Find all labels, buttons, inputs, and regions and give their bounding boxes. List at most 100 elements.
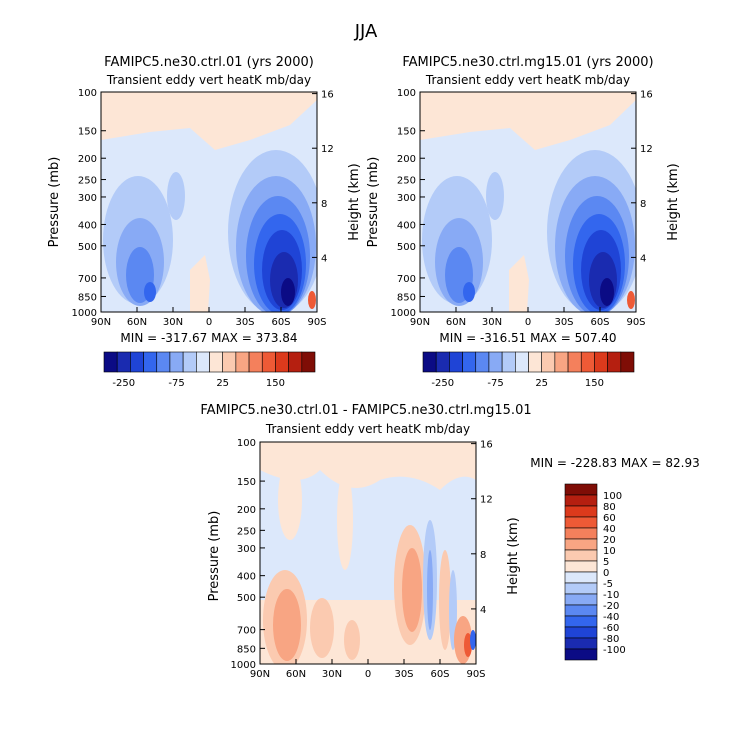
panel-1-ylabel: Pressure (mb) [47,157,62,248]
panel-2-y2label: Height (km) [666,163,681,240]
ytick-label: 250 [237,526,256,537]
field-sh-warm-2 [439,550,451,650]
colorbar-swatch [143,351,158,373]
ytick-label: 150 [78,127,97,138]
panel-2-stats: MIN = -316.51 MAX = 507.40 [439,331,616,345]
field-nh-warm-3 [344,620,360,660]
xtick-label: 0 [365,669,371,680]
field-antarctic-warm [308,291,316,309]
colorbar-label: -60 [603,623,619,634]
ytick-label: 1000 [72,308,97,319]
panel-2-colorbar: -250 -75 25 150 [422,351,635,389]
colorbar-swatch [222,351,237,373]
xtick-label: 60S [430,669,449,680]
colorbar-label: -75 [487,378,503,389]
colorbar-label: 80 [603,502,616,513]
y2tick-label: 4 [480,605,486,616]
colorbar-label: 25 [216,378,229,389]
colorbar-label: 100 [603,491,622,502]
colorbar-swatch [564,582,598,595]
colorbar-swatch [248,351,263,373]
field-nh-upper-blob [486,172,504,220]
ytick-label: 100 [397,88,416,99]
panel-2-field [420,92,636,312]
ytick-label: 500 [397,242,416,253]
panel-2-yticks: 100 150 200 250 300 400 500 700 850 1000 16 12 8 4 [391,88,653,319]
colorbar-swatch [564,626,598,639]
field-warm-column-2 [337,470,353,570]
ytick-label: 200 [397,154,416,165]
panel-3-yticks: 100 150 200 250 300 400 500 700 850 1000 16 12 8 4 [231,438,493,671]
xtick-label: 60N [286,669,306,680]
colorbar-label: -250 [431,378,454,389]
colorbar-label: 10 [603,546,616,557]
colorbar-label: 5 [603,557,609,568]
ytick-label: 100 [78,88,97,99]
xtick-label: 90S [466,669,485,680]
colorbar-swatch [594,351,608,373]
y2tick-label: 8 [480,550,486,561]
panel-2-xticks: 90N 60N 30N 0 30S 60S 90S [410,307,646,328]
colorbar-swatch [564,505,598,518]
field-nh-warm-2 [310,598,334,658]
panel-1-xticks: 90N 60N 30N 0 30S 60S 90S [91,307,327,328]
colorbar-swatch [564,593,598,606]
ytick-label: 100 [237,438,256,449]
colorbar-label: 150 [585,378,604,389]
colorbar-swatch [564,516,598,529]
ytick-label: 400 [78,220,97,231]
y2tick-label: 4 [321,253,327,264]
ytick-label: 700 [78,274,97,285]
colorbar-swatch [130,351,144,373]
xtick-label: 0 [525,317,531,328]
panel-2-title: FAMIPC5.ne30.ctrl.mg15.01 (yrs 2000) [402,55,653,70]
colorbar-swatch [564,615,598,628]
colorbar-label: 0 [603,568,609,579]
panel-2-subtitle: Transient eddy vert heatK mb/day [425,73,630,87]
field-nh-storm-core [463,282,475,302]
y2tick-label: 12 [640,144,653,155]
panel-3-subtitle: Transient eddy vert heatK mb/day [265,422,470,436]
colorbar-swatch [554,351,569,373]
panel-2: FAMIPC5.ne30.ctrl.mg15.01 (yrs 2000) Tra… [366,55,681,389]
xtick-label: 90S [307,317,326,328]
y2tick-label: 12 [321,144,334,155]
field-antarctic-warm [627,291,635,309]
ytick-label: 850 [78,292,97,303]
xtick-label: 30S [394,669,413,680]
ytick-label: 1000 [231,660,256,671]
colorbar-swatch [564,483,598,496]
ytick-label: 500 [237,593,256,604]
colorbar-label: -250 [112,378,135,389]
field-sh-storm-core [281,278,295,306]
field-antarctic-warm-core [464,633,472,657]
ytick-label: 1000 [391,308,416,319]
colorbar-swatch [564,637,598,650]
colorbar-swatch [435,351,450,373]
ytick-label: 850 [397,292,416,303]
ytick-label: 300 [237,544,256,555]
colorbar-label: -40 [603,612,619,623]
colorbar-swatch [528,351,542,373]
colorbar-swatch [301,351,316,373]
ytick-label: 300 [78,193,97,204]
colorbar-swatch [541,351,556,373]
panel-3-ylabel: Pressure (mb) [207,511,222,602]
panel-1-field [101,92,317,312]
panel-1-subtitle: Transient eddy vert heatK mb/day [106,73,311,87]
colorbar-swatch [475,351,490,373]
colorbar-swatch [182,351,197,373]
ytick-label: 400 [237,572,256,583]
xtick-label: 0 [206,317,212,328]
y2tick-label: 16 [480,440,493,451]
xtick-label: 30S [554,317,573,328]
xtick-label: 60N [446,317,466,328]
xtick-label: 60N [127,317,147,328]
colorbar-swatch [564,648,598,661]
field-sh-cool-1-inner [427,550,433,630]
ytick-label: 850 [237,644,256,655]
ytick-label: 250 [397,176,416,187]
field-warm-patch-equator [190,255,210,312]
colorbar-label: 150 [266,378,285,389]
ytick-label: 300 [397,193,416,204]
